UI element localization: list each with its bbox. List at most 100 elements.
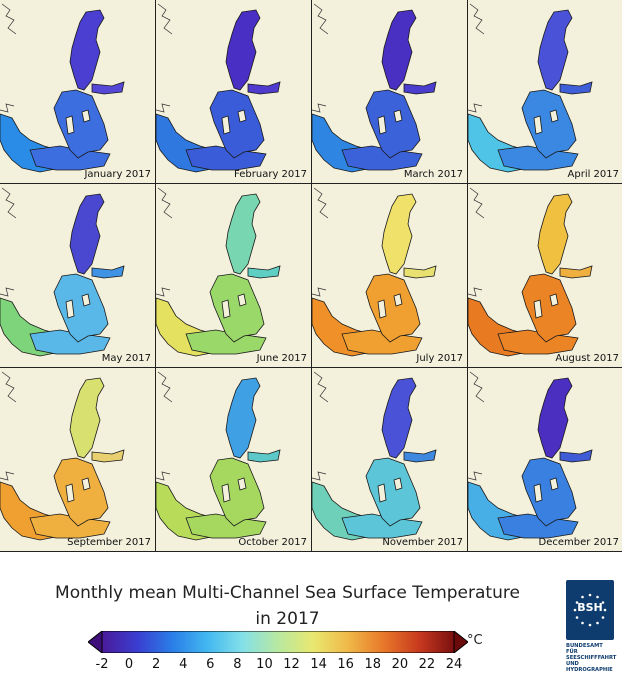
colorbar-tick-label: 18: [364, 657, 382, 672]
gulf-of-finland-region: [247, 265, 281, 279]
sea-temperature-map: [312, 3, 437, 173]
baltic-proper-region: [365, 89, 421, 159]
sea-temperature-map: [312, 371, 437, 541]
map-panel: December 2017: [468, 368, 622, 551]
coastline: [468, 3, 485, 113]
map-panel: April 2017: [468, 0, 622, 183]
sea-temperature-map: [468, 187, 593, 357]
logo-star: [601, 601, 605, 604]
gulf-of-finland-region: [403, 265, 437, 279]
colorbar-tick-label: 10: [256, 657, 273, 672]
gulf-of-bothnia-region: [225, 377, 261, 459]
logo-star: [596, 621, 599, 625]
sea-temperature-map: [312, 187, 437, 357]
oland-island: [393, 109, 403, 123]
panel-month-label: January 2017: [84, 169, 151, 180]
logo-line-1: BUNDESAMT FÜR: [566, 643, 603, 655]
gulf-of-finland-region: [559, 81, 593, 95]
baltic-proper-region: [53, 89, 109, 159]
logo-star: [603, 608, 607, 612]
oland-island: [393, 477, 403, 491]
gulf-of-bothnia-region: [537, 193, 573, 275]
coastline: [312, 187, 329, 297]
panel-month-label: March 2017: [403, 169, 463, 180]
baltic-proper-region: [365, 273, 421, 343]
panel-month-label: September 2017: [67, 537, 151, 548]
colorbar-tick-label: 8: [233, 657, 242, 672]
logo-star: [588, 623, 592, 627]
baltic-proper-region: [521, 89, 577, 159]
panel-month-label: August 2017: [555, 353, 619, 364]
monthly-maps-grid: January 2017 February 2017 March 2017 April…: [0, 0, 622, 552]
gulf-of-finland-region: [403, 81, 437, 95]
logo-star: [573, 608, 577, 612]
gotland-island: [533, 115, 543, 135]
colorbar-graphic: [87, 629, 469, 655]
sea-temperature-map: [156, 3, 281, 173]
baltic-proper-region: [209, 457, 265, 527]
logo-agency-name: BUNDESAMT FÜR SEESCHIFFFAHRT UND HYDROGR…: [566, 643, 616, 673]
coastline: [468, 371, 485, 481]
baltic-proper-region: [365, 457, 421, 527]
colorbar-tick-label: 22: [418, 657, 436, 672]
logo-stars-icon: [573, 593, 607, 627]
logo-star: [575, 601, 579, 604]
colorbar-min-arrow: [87, 629, 103, 655]
coastline: [468, 187, 485, 297]
panel-month-label: May 2017: [101, 353, 151, 364]
gotland-island: [377, 115, 387, 135]
gotland-island: [65, 299, 75, 319]
logo-mark-text: BSH: [577, 601, 603, 614]
sea-temperature-map: [0, 3, 125, 173]
gulf-of-bothnia-region: [225, 193, 261, 275]
map-panel: March 2017: [312, 0, 467, 183]
bsh-logo-mark: BSH: [566, 580, 614, 640]
gotland-island: [65, 115, 75, 135]
colorbar: [87, 629, 469, 655]
oland-island: [549, 109, 559, 123]
gulf-of-bothnia-region: [225, 9, 261, 91]
gotland-island: [221, 483, 231, 503]
map-panel: November 2017: [312, 368, 467, 551]
panel-month-label: June 2017: [256, 353, 307, 364]
gotland-island: [533, 299, 543, 319]
logo-star: [581, 621, 584, 625]
colorbar-tick-label: 12: [283, 657, 300, 672]
gotland-island: [377, 299, 387, 319]
baltic-proper-region: [53, 273, 109, 343]
gulf-of-finland-region: [559, 449, 593, 463]
gulf-of-finland-region: [91, 265, 125, 279]
sea-temperature-map: [468, 371, 593, 541]
logo-star: [601, 616, 605, 619]
coastline: [312, 3, 329, 113]
coastline: [156, 371, 173, 481]
colorbar-ramp: [101, 630, 455, 654]
oland-island: [549, 293, 559, 307]
colorbar-tick-label: 20: [391, 657, 409, 672]
bsh-logo: BSH BUNDESAMT FÜR SEESCHIFFFAHRT UND HYD…: [566, 580, 616, 680]
gulf-of-finland-region: [559, 265, 593, 279]
colorbar-tick-label: 24: [445, 657, 463, 672]
coastline: [0, 371, 17, 481]
oland-island: [237, 109, 247, 123]
gulf-of-bothnia-region: [69, 9, 105, 91]
map-panel: September 2017: [0, 368, 155, 551]
logo-line-2: SEESCHIFFFAHRT: [566, 655, 617, 661]
panel-month-label: December 2017: [538, 537, 619, 548]
logo-star: [575, 616, 579, 619]
colorbar-tick-label: 4: [179, 657, 188, 672]
gotland-island: [533, 483, 543, 503]
colorbar-tick-label: 16: [337, 657, 354, 672]
gotland-island: [221, 115, 231, 135]
gulf-of-bothnia-region: [381, 193, 417, 275]
colorbar-unit: °C: [467, 633, 483, 648]
coastline: [0, 3, 17, 113]
baltic-proper-region: [53, 457, 109, 527]
map-panel: October 2017: [156, 368, 311, 551]
colorbar-max-arrow: [453, 629, 469, 655]
map-panel: February 2017: [156, 0, 311, 183]
coastline: [312, 371, 329, 481]
gulf-of-bothnia-region: [537, 377, 573, 459]
colorbar-tick-label: 14: [310, 657, 327, 672]
colorbar-tick-label: 6: [206, 657, 215, 672]
